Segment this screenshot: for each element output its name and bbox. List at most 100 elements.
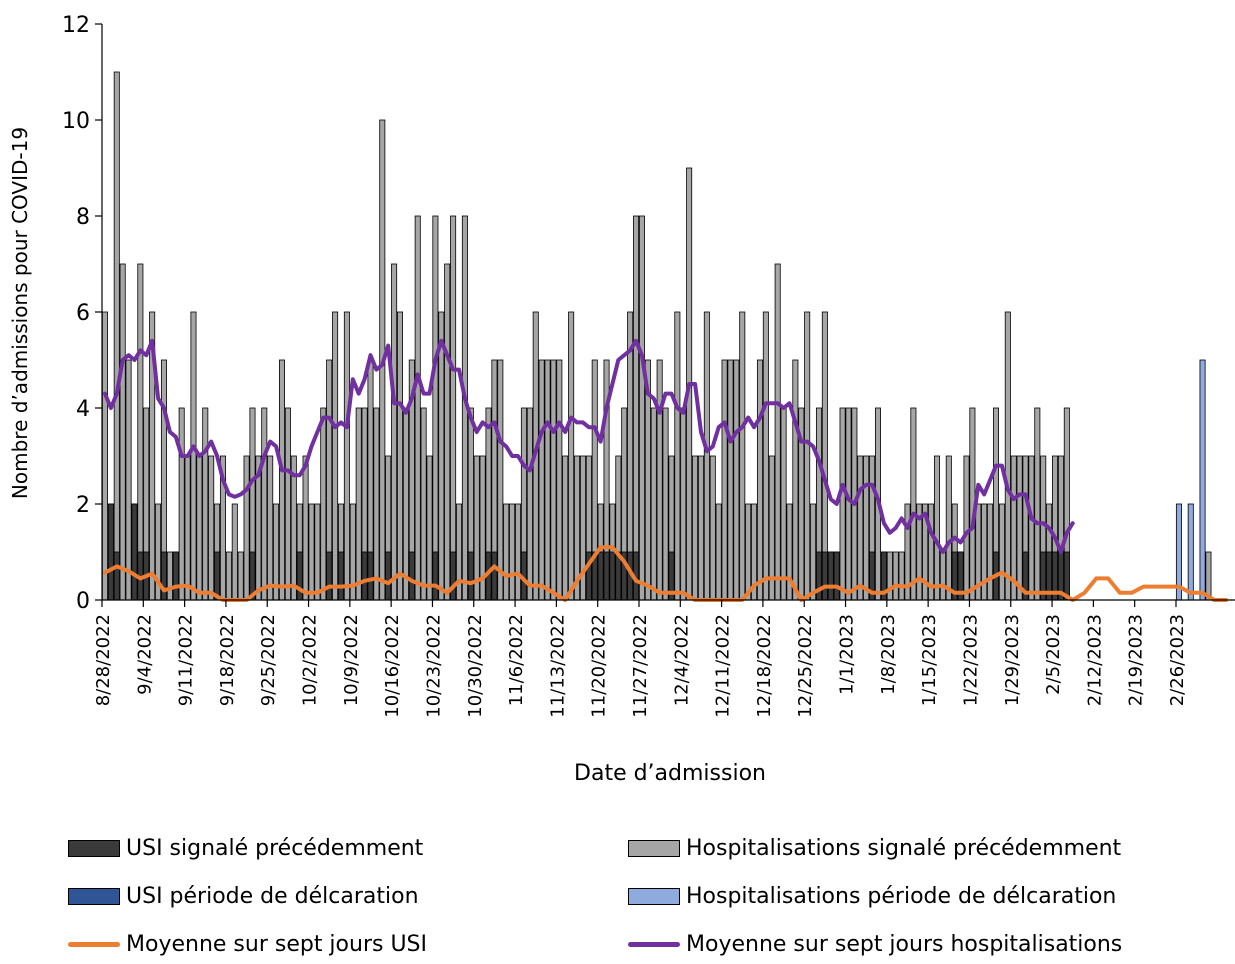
x-tick-label: 10/9/2022 [341,614,362,706]
bar-hospitalisations-prev [692,455,699,601]
legend-item-avg-hosp: Moyenne sur sept jours hospitalisations [628,932,1122,957]
legend-swatch-hosp-period [628,888,680,905]
x-axis-title: Date d’admission [574,761,766,786]
bar-usi-prev [833,551,840,601]
bar-usi-prev [450,551,457,601]
x-tick-label: 8/28/2022 [93,614,114,706]
bar-hospitalisations-prev [456,503,463,601]
x-tick-label: 1/22/2023 [961,614,982,706]
x-tick-label: 2/19/2023 [1126,614,1147,706]
bar-hospitalisations-prev [355,407,362,601]
bar-hospitalisations-prev [402,407,409,601]
bar-hospitalisations-prev [934,455,940,601]
bar-hospitalisations-prev [343,311,350,601]
bar-hospitalisations-prev [721,359,728,601]
bar-hospitalisations-prev [184,455,191,601]
bar-hospitalisations-prev [101,311,108,601]
x-tick-label: 10/30/2022 [465,614,486,718]
bar-usi-prev [361,551,368,601]
bar-hospitalisations-prev [190,311,197,601]
bar-hospitalisations-prev [450,215,457,601]
line-moyenne-hospitalisations [103,338,1075,554]
bar-hospitalisations-prev [308,503,315,601]
y-axis-title: Nombre d’admissions pour COVID-19 [8,127,32,499]
bar-usi-prev [603,551,610,601]
bar-hospitalisations-prev [503,503,510,601]
bar-hospitalisations-prev [208,455,215,601]
bar-hospitalisations-period [1199,359,1206,601]
y-tick-label: 0 [76,589,90,614]
y-tick-label: 6 [76,301,90,326]
bar-hospitalisations-prev [231,503,238,601]
bar-usi-prev [827,551,834,601]
x-tick-label: 11/6/2022 [506,614,527,706]
bar-hospitalisations-prev [1034,407,1041,601]
bar-hospitalisations-prev [119,263,126,601]
bar-hospitalisations-prev [284,407,291,601]
bar-hospitalisations-prev [1016,455,1023,601]
bar-hospitalisations-prev [981,503,988,601]
x-tick-label: 2/26/2023 [1167,614,1188,706]
bar-hospitalisations-prev [745,503,752,601]
bar-hospitalisations-prev [680,407,687,601]
bar-hospitalisations-prev [839,407,846,601]
bar-hospitalisations-prev [857,455,864,601]
legend-item-hosp-prev: Hospitalisations signalé précédemment [628,836,1121,861]
x-tick-label: 12/25/2022 [795,614,816,718]
x-tick-label: 12/4/2022 [671,614,692,706]
x-tick-label: 10/2/2022 [300,614,321,706]
x-tick-label: 1/29/2023 [1002,614,1023,706]
x-tick-label: 10/23/2022 [424,614,445,718]
bar-hospitalisations-prev [568,311,575,601]
bar-usi-prev [326,551,333,601]
x-tick-label: 9/4/2022 [134,614,155,695]
bar-hospitalisations-prev [137,263,144,601]
x-tick-label: 12/11/2022 [713,614,734,718]
bar-usi-prev [408,551,415,601]
bar-usi-prev [113,551,120,601]
bar-usi-prev [432,551,439,601]
bar-hospitalisations-prev [762,311,769,601]
bar-usi-prev [172,551,179,601]
bar-hospitalisations-prev [202,407,209,601]
x-tick-label: 11/13/2022 [547,614,568,718]
bar-usi-prev [821,551,828,601]
bar-hospitalisations-prev [444,263,451,601]
y-tick-label: 8 [76,205,90,230]
x-tick-label: 1/1/2023 [837,614,858,695]
legend-swatch-hosp-prev [628,840,680,857]
bar-hospitalisations-prev [810,503,817,601]
bar-hospitalisations-prev [391,263,398,601]
bar-hospitalisations-period [1205,551,1212,601]
bar-hospitalisations-prev [515,503,522,601]
x-tick-label: 2/12/2023 [1084,614,1105,706]
bar-hospitalisations-prev [845,407,852,601]
legend: USI signalé précédemment Hospitalisation… [0,828,1235,964]
bar-usi-prev [467,551,474,601]
legend-label: USI signalé précédemment [126,836,424,861]
bar-hospitalisations-prev [939,551,946,601]
bar-hospitalisations-prev [550,359,557,601]
bar-hospitalisations-prev [910,407,917,601]
bar-hospitalisations-prev [727,359,734,601]
x-tick-label: 11/20/2022 [589,614,610,718]
bar-usi-prev [597,551,604,601]
bar-hospitalisations-prev [780,407,787,601]
bar-hospitalisations-prev [278,359,285,601]
bar-usi-prev [107,503,114,601]
bar-hospitalisations-prev [674,311,681,601]
legend-swatch-usi-period [68,888,120,905]
legend-swatch-avg-hosp [628,942,680,947]
legend-item-usi-prev: USI signalé précédemment [68,836,423,861]
bar-hospitalisations-prev [709,455,716,601]
bar-usi-prev [609,551,616,601]
bar-hospitalisations-period [1187,503,1194,601]
x-tick-label: 1/8/2023 [878,614,899,695]
y-tick-label: 12 [62,13,90,38]
bar-hospitalisations-prev [556,359,563,601]
bar-usi-prev [296,551,303,601]
x-tick-label: 9/11/2022 [176,614,197,706]
legend-item-avg-usi: Moyenne sur sept jours USI [68,932,427,957]
bar-hospitalisations-prev [414,215,421,601]
